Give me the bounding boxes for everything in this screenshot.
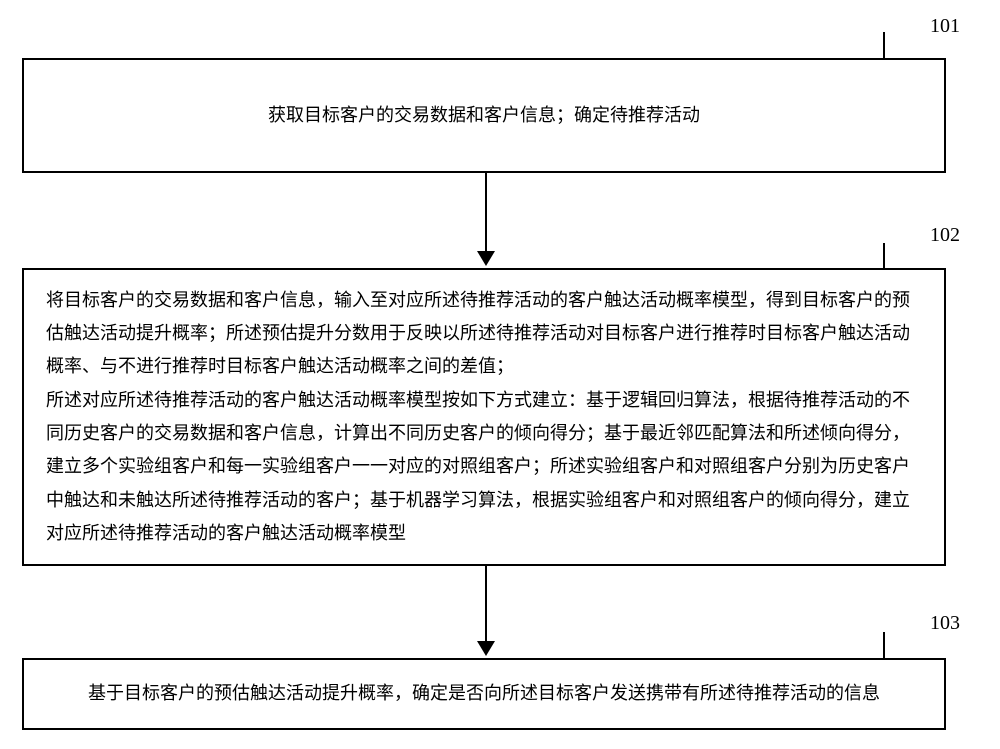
arrow-head-icon <box>477 641 495 656</box>
arrow-head-icon <box>477 251 495 266</box>
label-connector-line <box>883 243 885 268</box>
step-text: 将目标客户的交易数据和客户信息，输入至对应所述待推荐活动的客户触达活动概率模型，… <box>46 284 922 550</box>
flowchart-step-102: 将目标客户的交易数据和客户信息，输入至对应所述待推荐活动的客户触达活动概率模型，… <box>22 268 946 566</box>
step-text: 获取目标客户的交易数据和客户信息；确定待推荐活动 <box>268 99 700 132</box>
step-text: 基于目标客户的预估触达活动提升概率，确定是否向所述目标客户发送携带有所述待推荐活… <box>88 677 880 710</box>
flow-arrow-101-to-102 <box>466 173 506 266</box>
step-label-102: 102 <box>930 224 960 247</box>
label-connector-line <box>883 32 885 58</box>
flowchart-step-101: 获取目标客户的交易数据和客户信息；确定待推荐活动 <box>22 58 946 173</box>
step-label-103: 103 <box>930 612 960 635</box>
arrow-line <box>485 566 487 641</box>
arrow-line <box>485 173 487 251</box>
label-connector-line <box>883 632 885 658</box>
flowchart-step-103: 基于目标客户的预估触达活动提升概率，确定是否向所述目标客户发送携带有所述待推荐活… <box>22 658 946 730</box>
step-label-101: 101 <box>930 15 960 38</box>
flow-arrow-102-to-103 <box>466 566 506 656</box>
